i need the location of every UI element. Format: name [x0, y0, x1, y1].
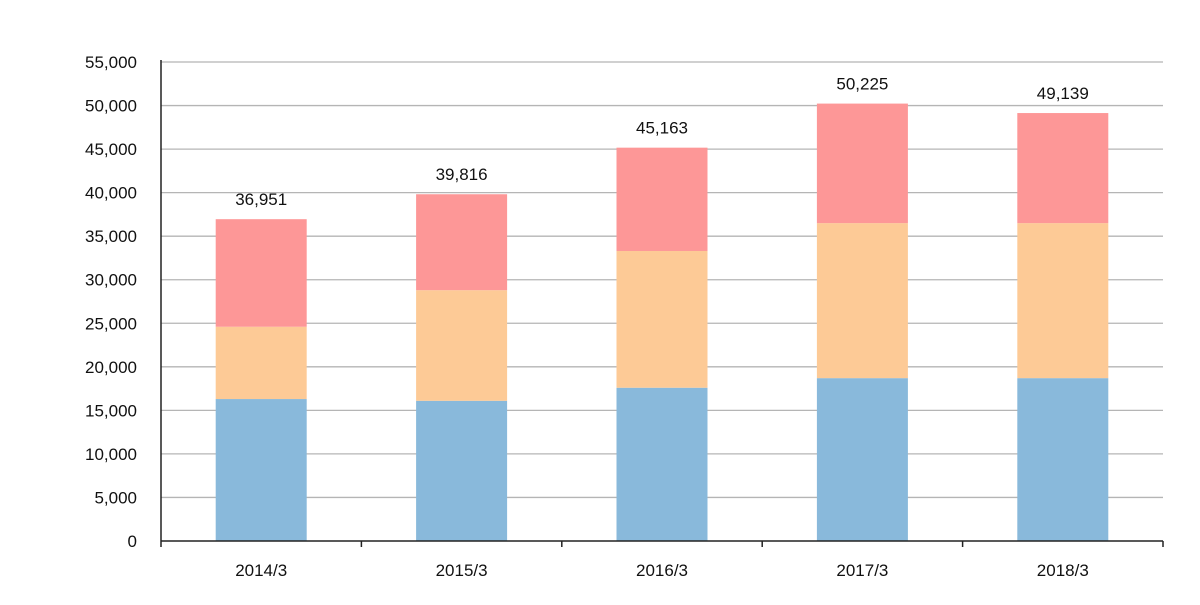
- y-tick-label: 0: [128, 532, 137, 551]
- x-tick-label: 2017/3: [836, 561, 888, 580]
- x-tick-label: 2016/3: [636, 561, 688, 580]
- y-tick-label: 5,000: [94, 488, 137, 507]
- y-tick-label: 50,000: [85, 97, 137, 116]
- y-tick-label: 35,000: [85, 227, 137, 246]
- y-tick-label: 25,000: [85, 314, 137, 333]
- bar-segment: [215, 399, 307, 541]
- x-tick-label: 2018/3: [1037, 561, 1089, 580]
- x-tick-label: 2015/3: [436, 561, 488, 580]
- bar-segment: [816, 378, 908, 541]
- bar-segment: [816, 223, 908, 379]
- bar-segment: [616, 147, 708, 251]
- bar-segment: [616, 250, 708, 388]
- data-label-total: 50,225: [836, 75, 888, 94]
- y-tick-label: 15,000: [85, 401, 137, 420]
- bar-segment: [816, 103, 908, 224]
- bar-segment: [1017, 378, 1109, 541]
- data-label-total: 45,163: [636, 119, 688, 138]
- y-tick-label: 10,000: [85, 445, 137, 464]
- y-tick-label: 30,000: [85, 271, 137, 290]
- data-label-total: 36,951: [235, 190, 287, 209]
- bar-segment: [215, 219, 307, 327]
- bar-segment: [1017, 113, 1109, 224]
- bar-segment: [215, 326, 307, 400]
- data-label-total: 49,139: [1037, 84, 1089, 103]
- bar-segment: [416, 400, 508, 541]
- bar-segment: [416, 290, 508, 401]
- y-tick-label: 20,000: [85, 358, 137, 377]
- x-tick-label: 2014/3: [235, 561, 287, 580]
- bar-segment: [1017, 223, 1109, 379]
- y-tick-label: 55,000: [85, 53, 137, 72]
- y-tick-label: 40,000: [85, 184, 137, 203]
- data-label-total: 39,816: [436, 165, 488, 184]
- bar-segment: [416, 194, 508, 291]
- y-tick-label: 45,000: [85, 140, 137, 159]
- bar-segment: [616, 387, 708, 541]
